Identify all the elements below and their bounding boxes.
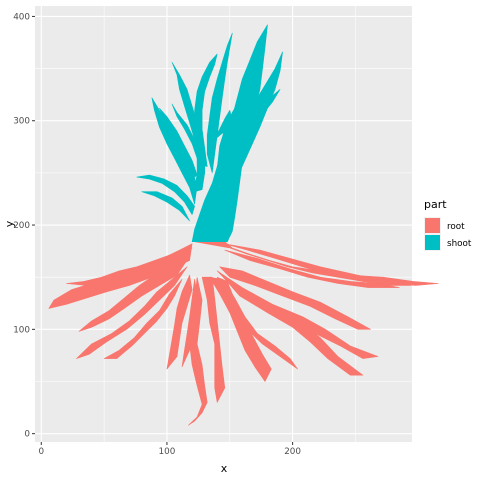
root-polygon: [78, 255, 190, 332]
plot-polygons: [48, 24, 439, 426]
root-series: [48, 241, 439, 426]
root-polygon: [166, 274, 193, 370]
y-tick-label: 400: [13, 12, 30, 22]
y-tick-label: 100: [13, 325, 30, 335]
y-tick-label: 200: [13, 221, 30, 231]
root-polygon: [66, 247, 193, 286]
root-polygon: [201, 276, 226, 403]
shoot-polygon: [136, 174, 195, 215]
shoot-polygon: [206, 32, 233, 174]
x-axis-title: x: [221, 462, 228, 475]
root-polygon: [224, 243, 412, 286]
shoot-polygon: [221, 112, 251, 134]
shoot-polygon: [141, 191, 190, 222]
legend-swatch-shoot: [425, 235, 440, 250]
root-polygon: [76, 266, 188, 359]
y-axis: 0 100 200 300 400: [13, 12, 35, 440]
legend-title: part: [424, 198, 447, 211]
x-axis: 0 100 200: [38, 442, 301, 457]
shoot-polygon: [159, 107, 198, 178]
legend-swatch-root: [425, 218, 440, 233]
root-polygon: [216, 276, 298, 370]
x-tick-label: 200: [284, 447, 301, 457]
shoot-series: [136, 24, 283, 242]
root-polygon: [219, 266, 371, 330]
y-tick-label: 0: [24, 430, 30, 440]
root-polygon: [103, 278, 183, 359]
x-tick-label: 100: [159, 447, 176, 457]
root-polygon: [224, 249, 400, 288]
root-polygon: [181, 278, 198, 368]
shoot-polygon: [224, 89, 281, 180]
y-axis-title: y: [3, 220, 16, 227]
root-polygon: [219, 272, 364, 376]
root-polygon: [209, 276, 272, 382]
shoot-polygon: [171, 103, 200, 159]
legend-label-root: root: [447, 222, 465, 232]
root-polygon: [194, 241, 439, 286]
y-tick-label: 300: [13, 117, 30, 127]
x-tick-label: 0: [38, 447, 44, 457]
legend-label-shoot: shoot: [447, 239, 472, 249]
shoot-polygon: [211, 110, 233, 142]
legend: part root shoot: [424, 198, 472, 251]
